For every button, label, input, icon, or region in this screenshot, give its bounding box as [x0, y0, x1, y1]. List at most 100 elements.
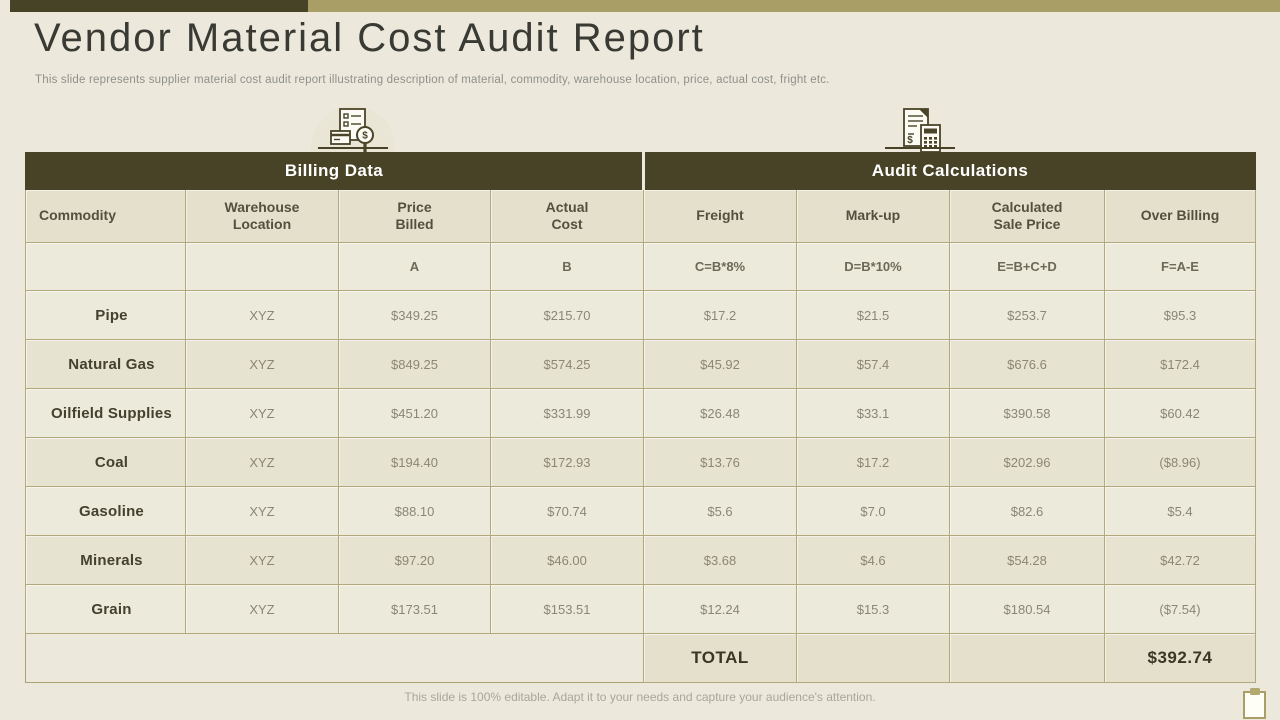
table-row-natural-gas: Natural Gas XYZ $849.25 $574.25 $45.92 $…	[25, 339, 1256, 389]
over-billing-cell: ($8.96)	[1104, 437, 1256, 487]
table-row-minerals: Minerals XYZ $97.20 $46.00 $3.68 $4.6 $5…	[25, 535, 1256, 585]
actual-cost-cell: $153.51	[490, 584, 644, 634]
audit-search-icon: $	[330, 108, 374, 152]
page-title: Vendor Material Cost Audit Report	[34, 16, 705, 60]
billing-data-badge: $	[308, 106, 398, 190]
commodity-cell: Pipe	[25, 290, 186, 340]
calc-sale-price-cell: $390.58	[949, 388, 1105, 438]
column-header-freight: Freight	[643, 189, 797, 243]
column-header-over-billing: Over Billing	[1104, 189, 1256, 243]
column-header-calculated-sale-price: Calculated Sale Price	[949, 189, 1105, 243]
commodity-cell: Oilfield Supplies	[25, 388, 186, 438]
calc-sale-price-cell: $253.7	[949, 290, 1105, 340]
mark-up-cell: $21.5	[796, 290, 950, 340]
column-header-price-billed: Price Billed	[338, 189, 491, 243]
warehouse-cell: XYZ	[185, 486, 339, 536]
over-billing-cell: $60.42	[1104, 388, 1256, 438]
top-accent-bar-khaki	[308, 0, 1280, 12]
freight-cell: $26.48	[643, 388, 797, 438]
price-billed-cell: $194.40	[338, 437, 491, 487]
table-row-coal: Coal XYZ $194.40 $172.93 $13.76 $17.2 $2…	[25, 437, 1256, 487]
price-billed-cell: $451.20	[338, 388, 491, 438]
freight-cell: $17.2	[643, 290, 797, 340]
actual-cost-cell: $574.25	[490, 339, 644, 389]
calculator-report-icon: $	[903, 108, 941, 153]
table-row-oilfield-supplies: Oilfield Supplies XYZ $451.20 $331.99 $2…	[25, 388, 1256, 438]
formula-row: A B C=B*8% D=B*10% E=B+C+D F=A-E	[25, 242, 1256, 291]
calc-sale-price-cell: $54.28	[949, 535, 1105, 585]
formula-cell	[25, 242, 186, 291]
freight-cell: $12.24	[643, 584, 797, 634]
column-header-warehouse-location: Warehouse Location	[185, 189, 339, 243]
group-header-audit-calculations: Audit Calculations	[643, 152, 1256, 190]
total-row-spacer	[26, 634, 644, 683]
commodity-cell: Natural Gas	[25, 339, 186, 389]
price-billed-cell: $88.10	[338, 486, 491, 536]
over-billing-cell: $5.4	[1104, 486, 1256, 536]
warehouse-cell: XYZ	[185, 339, 339, 389]
vendor-audit-table: Billing Data Audit Calculations Commodit…	[25, 152, 1256, 683]
calc-sale-price-cell: $676.6	[949, 339, 1105, 389]
column-header-mark-up: Mark-up	[796, 189, 950, 243]
commodity-cell: Gasoline	[25, 486, 186, 536]
formula-cell-c: C=B*8%	[643, 242, 797, 291]
column-header-actual-cost: Actual Cost	[490, 189, 644, 243]
table-row-gasoline: Gasoline XYZ $88.10 $70.74 $5.6 $7.0 $82…	[25, 486, 1256, 536]
mark-up-cell: $7.0	[796, 486, 950, 536]
table-row-pipe: Pipe XYZ $349.25 $215.70 $17.2 $21.5 $25…	[25, 290, 1256, 340]
actual-cost-cell: $331.99	[490, 388, 644, 438]
price-billed-cell: $849.25	[338, 339, 491, 389]
formula-cell	[185, 242, 339, 291]
warehouse-cell: XYZ	[185, 535, 339, 585]
freight-cell: $45.92	[643, 339, 797, 389]
mark-up-cell: $17.2	[796, 437, 950, 487]
badge-underline	[885, 147, 955, 149]
page-subtitle: This slide represents supplier material …	[35, 74, 830, 86]
calc-sale-price-cell: $202.96	[949, 437, 1105, 487]
freight-cell: $13.76	[643, 437, 797, 487]
price-billed-cell: $349.25	[338, 290, 491, 340]
audit-calculations-badge: $	[875, 106, 965, 153]
actual-cost-cell: $70.74	[490, 486, 644, 536]
over-billing-cell: $42.72	[1104, 535, 1256, 585]
footer-note: This slide is 100% editable. Adapt it to…	[404, 690, 876, 704]
freight-cell: $5.6	[643, 486, 797, 536]
total-value: $392.74	[1104, 633, 1256, 683]
commodity-cell: Grain	[25, 584, 186, 634]
column-header-row: Commodity Warehouse Location Price Bille…	[25, 189, 1256, 243]
group-header-billing-data: Billing Data	[25, 152, 645, 190]
formula-cell-f: F=A-E	[1104, 242, 1256, 291]
commodity-cell: Coal	[25, 437, 186, 487]
price-billed-cell: $173.51	[338, 584, 491, 634]
warehouse-cell: XYZ	[185, 584, 339, 634]
formula-cell-e: E=B+C+D	[949, 242, 1105, 291]
column-header-commodity: Commodity	[25, 189, 186, 243]
formula-cell-a: A	[338, 242, 491, 291]
price-billed-cell: $97.20	[338, 535, 491, 585]
mark-up-cell: $15.3	[796, 584, 950, 634]
over-billing-cell: ($7.54)	[1104, 584, 1256, 634]
commodity-cell: Minerals	[25, 535, 186, 585]
actual-cost-cell: $172.93	[490, 437, 644, 487]
total-label: TOTAL	[643, 633, 797, 683]
top-accent-bar-dark	[10, 0, 308, 12]
clipboard-icon	[1243, 688, 1266, 719]
formula-cell-d: D=B*10%	[796, 242, 950, 291]
warehouse-cell: XYZ	[185, 290, 339, 340]
calc-sale-price-cell: $180.54	[949, 584, 1105, 634]
actual-cost-cell: $215.70	[490, 290, 644, 340]
total-empty-cell	[796, 633, 950, 683]
mark-up-cell: $4.6	[796, 535, 950, 585]
badge-underline	[318, 147, 388, 149]
calc-sale-price-cell: $82.6	[949, 486, 1105, 536]
total-row: TOTAL $392.74	[26, 633, 1256, 683]
over-billing-cell: $95.3	[1104, 290, 1256, 340]
total-empty-cell	[949, 633, 1105, 683]
actual-cost-cell: $46.00	[490, 535, 644, 585]
svg-text:$: $	[907, 135, 913, 146]
warehouse-cell: XYZ	[185, 437, 339, 487]
group-header-row: Billing Data Audit Calculations	[25, 152, 1256, 190]
table-row-grain: Grain XYZ $173.51 $153.51 $12.24 $15.3 $…	[25, 584, 1256, 634]
freight-cell: $3.68	[643, 535, 797, 585]
warehouse-cell: XYZ	[185, 388, 339, 438]
